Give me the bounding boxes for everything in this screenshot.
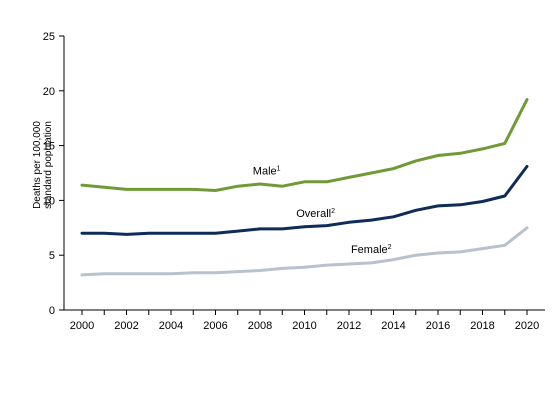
x-tick-label: 2016: [426, 320, 450, 332]
x-tick-label: 2006: [203, 320, 227, 332]
y-tick-label: 25: [43, 31, 55, 43]
y-tick-label: 10: [43, 195, 55, 207]
x-tick-label: 2000: [70, 320, 94, 332]
y-tick-label: 15: [43, 141, 55, 153]
series-lines: [80, 98, 529, 277]
x-tick-label: 2010: [292, 320, 316, 332]
x-tick-label: 2018: [470, 320, 494, 332]
series-label-overall: Overall2: [296, 208, 335, 220]
y-tick-label: 20: [43, 86, 55, 98]
series-label-female: Female2: [351, 244, 392, 256]
y-tick-label: 5: [49, 250, 55, 262]
y-axis-title: Deaths per 100,000 standard population: [32, 121, 54, 209]
series-label-male: Male1: [253, 166, 281, 178]
series-line-male: [80, 98, 529, 192]
series-line-female: [80, 226, 529, 277]
x-tick-label: 2002: [114, 320, 138, 332]
y-axis-title-line2: standard population: [43, 121, 54, 209]
y-axis-title-line1: Deaths per 100,000: [32, 121, 43, 209]
series-line-overall: [80, 164, 529, 236]
x-tick-label: 2008: [248, 320, 272, 332]
x-tick-label: 2012: [337, 320, 361, 332]
y-tick-label: 0: [49, 305, 55, 317]
series-labels: Male1 Overall2 Female2: [253, 166, 392, 256]
x-tick-label: 2014: [381, 320, 405, 332]
x-tick-label: 2004: [159, 320, 183, 332]
x-tick-label: 2020: [515, 320, 539, 332]
axes: 0 5 10 15 20 25 2000 2002 2004 2006 2008 2010 2012 20…: [43, 31, 545, 332]
